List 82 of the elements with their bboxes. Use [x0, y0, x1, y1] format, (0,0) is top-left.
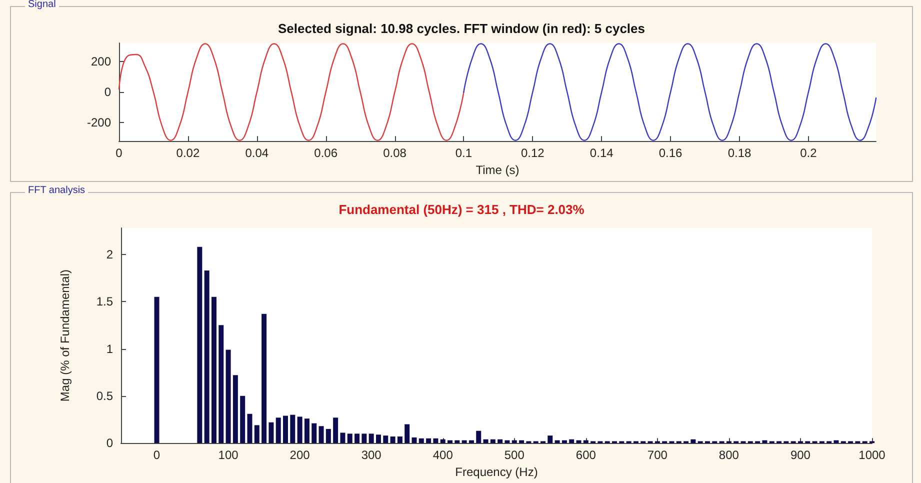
bar	[304, 418, 310, 444]
y-tick-label: 200	[90, 54, 112, 68]
bar	[490, 439, 496, 444]
bar	[232, 375, 238, 444]
chart-title: Selected signal: 10.98 cycles. FFT window (in red): 5 cycles	[278, 21, 646, 36]
bar	[347, 434, 352, 444]
bar	[404, 424, 410, 444]
x-tick-label: 300	[361, 448, 382, 462]
x-tick-label: 0.2	[800, 146, 818, 160]
bar	[476, 430, 482, 444]
x-tick-label: 200	[290, 448, 310, 462]
bar	[690, 439, 696, 444]
x-tick-label: 0	[153, 448, 160, 462]
bar	[318, 426, 324, 444]
x-tick-label: 0.14	[590, 146, 614, 160]
bar	[483, 439, 488, 444]
y-tick-label: 0	[106, 436, 114, 450]
bar	[390, 436, 396, 444]
bar	[254, 425, 260, 444]
x-tick-label: 0.18	[728, 146, 752, 160]
bar	[154, 296, 160, 444]
bar	[362, 434, 367, 444]
text: Signal	[25, 0, 59, 10]
bar	[290, 414, 296, 444]
bar	[197, 246, 202, 444]
x-tick-label: 100	[218, 448, 239, 462]
x-axis-title: Frequency (Hz)	[455, 465, 538, 479]
bar	[268, 422, 274, 444]
bar	[333, 418, 338, 444]
x-tick-label: 0.04	[245, 146, 269, 160]
bar	[376, 434, 381, 444]
x-tick-label: 0.06	[314, 146, 338, 160]
bar	[262, 314, 267, 444]
bar	[218, 325, 224, 444]
bar	[440, 439, 446, 444]
y-tick-label: 1	[106, 342, 114, 356]
y-tick-label: 0.5	[96, 388, 114, 403]
bar	[368, 434, 374, 444]
x-tick-label: 500	[504, 448, 525, 462]
bar	[297, 416, 302, 444]
bar	[412, 437, 417, 444]
bar	[569, 439, 574, 444]
bar	[397, 436, 402, 444]
bar	[211, 296, 216, 444]
bar	[283, 416, 288, 444]
y-tick-label: -200	[86, 116, 112, 130]
bar	[204, 270, 210, 444]
x-tick-label: 0	[116, 146, 123, 160]
x-tick-label: 0.16	[658, 146, 683, 160]
x-tick-label: 600	[576, 448, 596, 462]
x-tick-label: 0.08	[383, 146, 407, 160]
chart-title: Fundamental (50Hz) = 315 , THD= 2.03%	[338, 202, 585, 217]
bar	[426, 438, 432, 444]
bar	[226, 350, 231, 444]
line-series	[118, 43, 464, 141]
bar	[247, 414, 252, 444]
line-series	[463, 43, 877, 141]
y-axis-title: Mag (% of Fundamental)	[58, 270, 72, 402]
bar	[340, 432, 346, 444]
bar	[240, 396, 246, 444]
x-tick-label: 0.1	[455, 146, 472, 160]
bar	[312, 423, 317, 444]
x-tick-label: 1000	[858, 448, 886, 462]
y-tick-label: 0	[104, 85, 112, 100]
bar	[418, 438, 424, 444]
x-tick-label: 900	[790, 448, 811, 462]
x-tick-label: 800	[718, 448, 740, 462]
x-tick-label: 700	[647, 448, 668, 462]
bar	[276, 418, 281, 444]
x-tick-label: 0.12	[520, 146, 545, 160]
bar	[498, 439, 503, 444]
x-tick-label: 400	[432, 448, 454, 462]
text: FFT analysis	[25, 185, 88, 196]
y-tick-label: 2	[106, 247, 114, 262]
bar	[383, 436, 388, 444]
y-tick-label: 1.5	[96, 294, 114, 309]
x-tick-label: 0.02	[176, 146, 200, 160]
x-axis-title: Time (s)	[476, 163, 520, 177]
bar	[326, 428, 331, 444]
bar	[354, 434, 360, 444]
bar	[433, 438, 438, 444]
bar	[548, 436, 553, 444]
